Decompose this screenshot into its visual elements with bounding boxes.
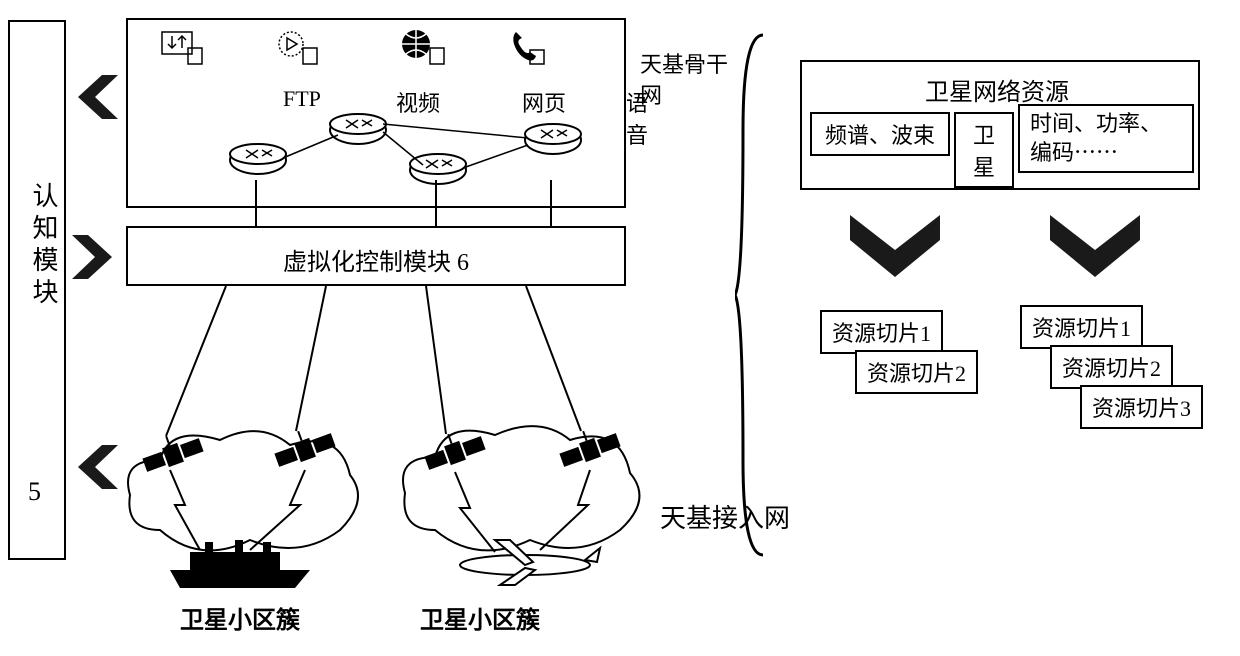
resource-g1: 频谱、波束 [810,112,950,156]
brace-icon [735,30,775,565]
cluster1-label: 卫星小区簇 [180,600,300,635]
resources-title: 卫星网络资源 [925,72,1069,107]
chevron-left-2 [72,445,118,494]
right-slice-1: 资源切片1 [1020,305,1143,349]
cognition-title: 认知模块 [24,182,63,310]
ship-icon [165,540,315,595]
chevron-right-1 [72,235,118,284]
airplane-icon [445,530,605,595]
resources-box: 卫星网络资源 频谱、波束 卫星 时间、功率、编码⋯⋯ [800,60,1200,190]
right-slice-2: 资源切片2 [1050,345,1173,389]
cognition-number: 5 [28,477,41,507]
cluster2-label: 卫星小区簇 [420,600,540,635]
controller-box: 虚拟化控制模块 6 [126,226,626,286]
resource-g3: 时间、功率、编码⋯⋯ [1018,104,1194,173]
controller-label: 虚拟化控制模块 6 [283,250,469,276]
backbone-controller-links [126,180,626,230]
right-slice-3: 资源切片3 [1080,385,1203,429]
cognition-module-box: 认知模块 5 [8,20,66,560]
chevron-down-right [1050,215,1140,285]
left-slice-2: 资源切片2 [855,350,978,394]
left-slice-1: 资源切片1 [820,310,943,354]
chevron-left-1 [72,75,118,124]
resource-g2: 卫星 [954,112,1014,188]
backbone-label: 天基骨干网 [640,50,740,112]
chevron-down-left [850,215,940,285]
